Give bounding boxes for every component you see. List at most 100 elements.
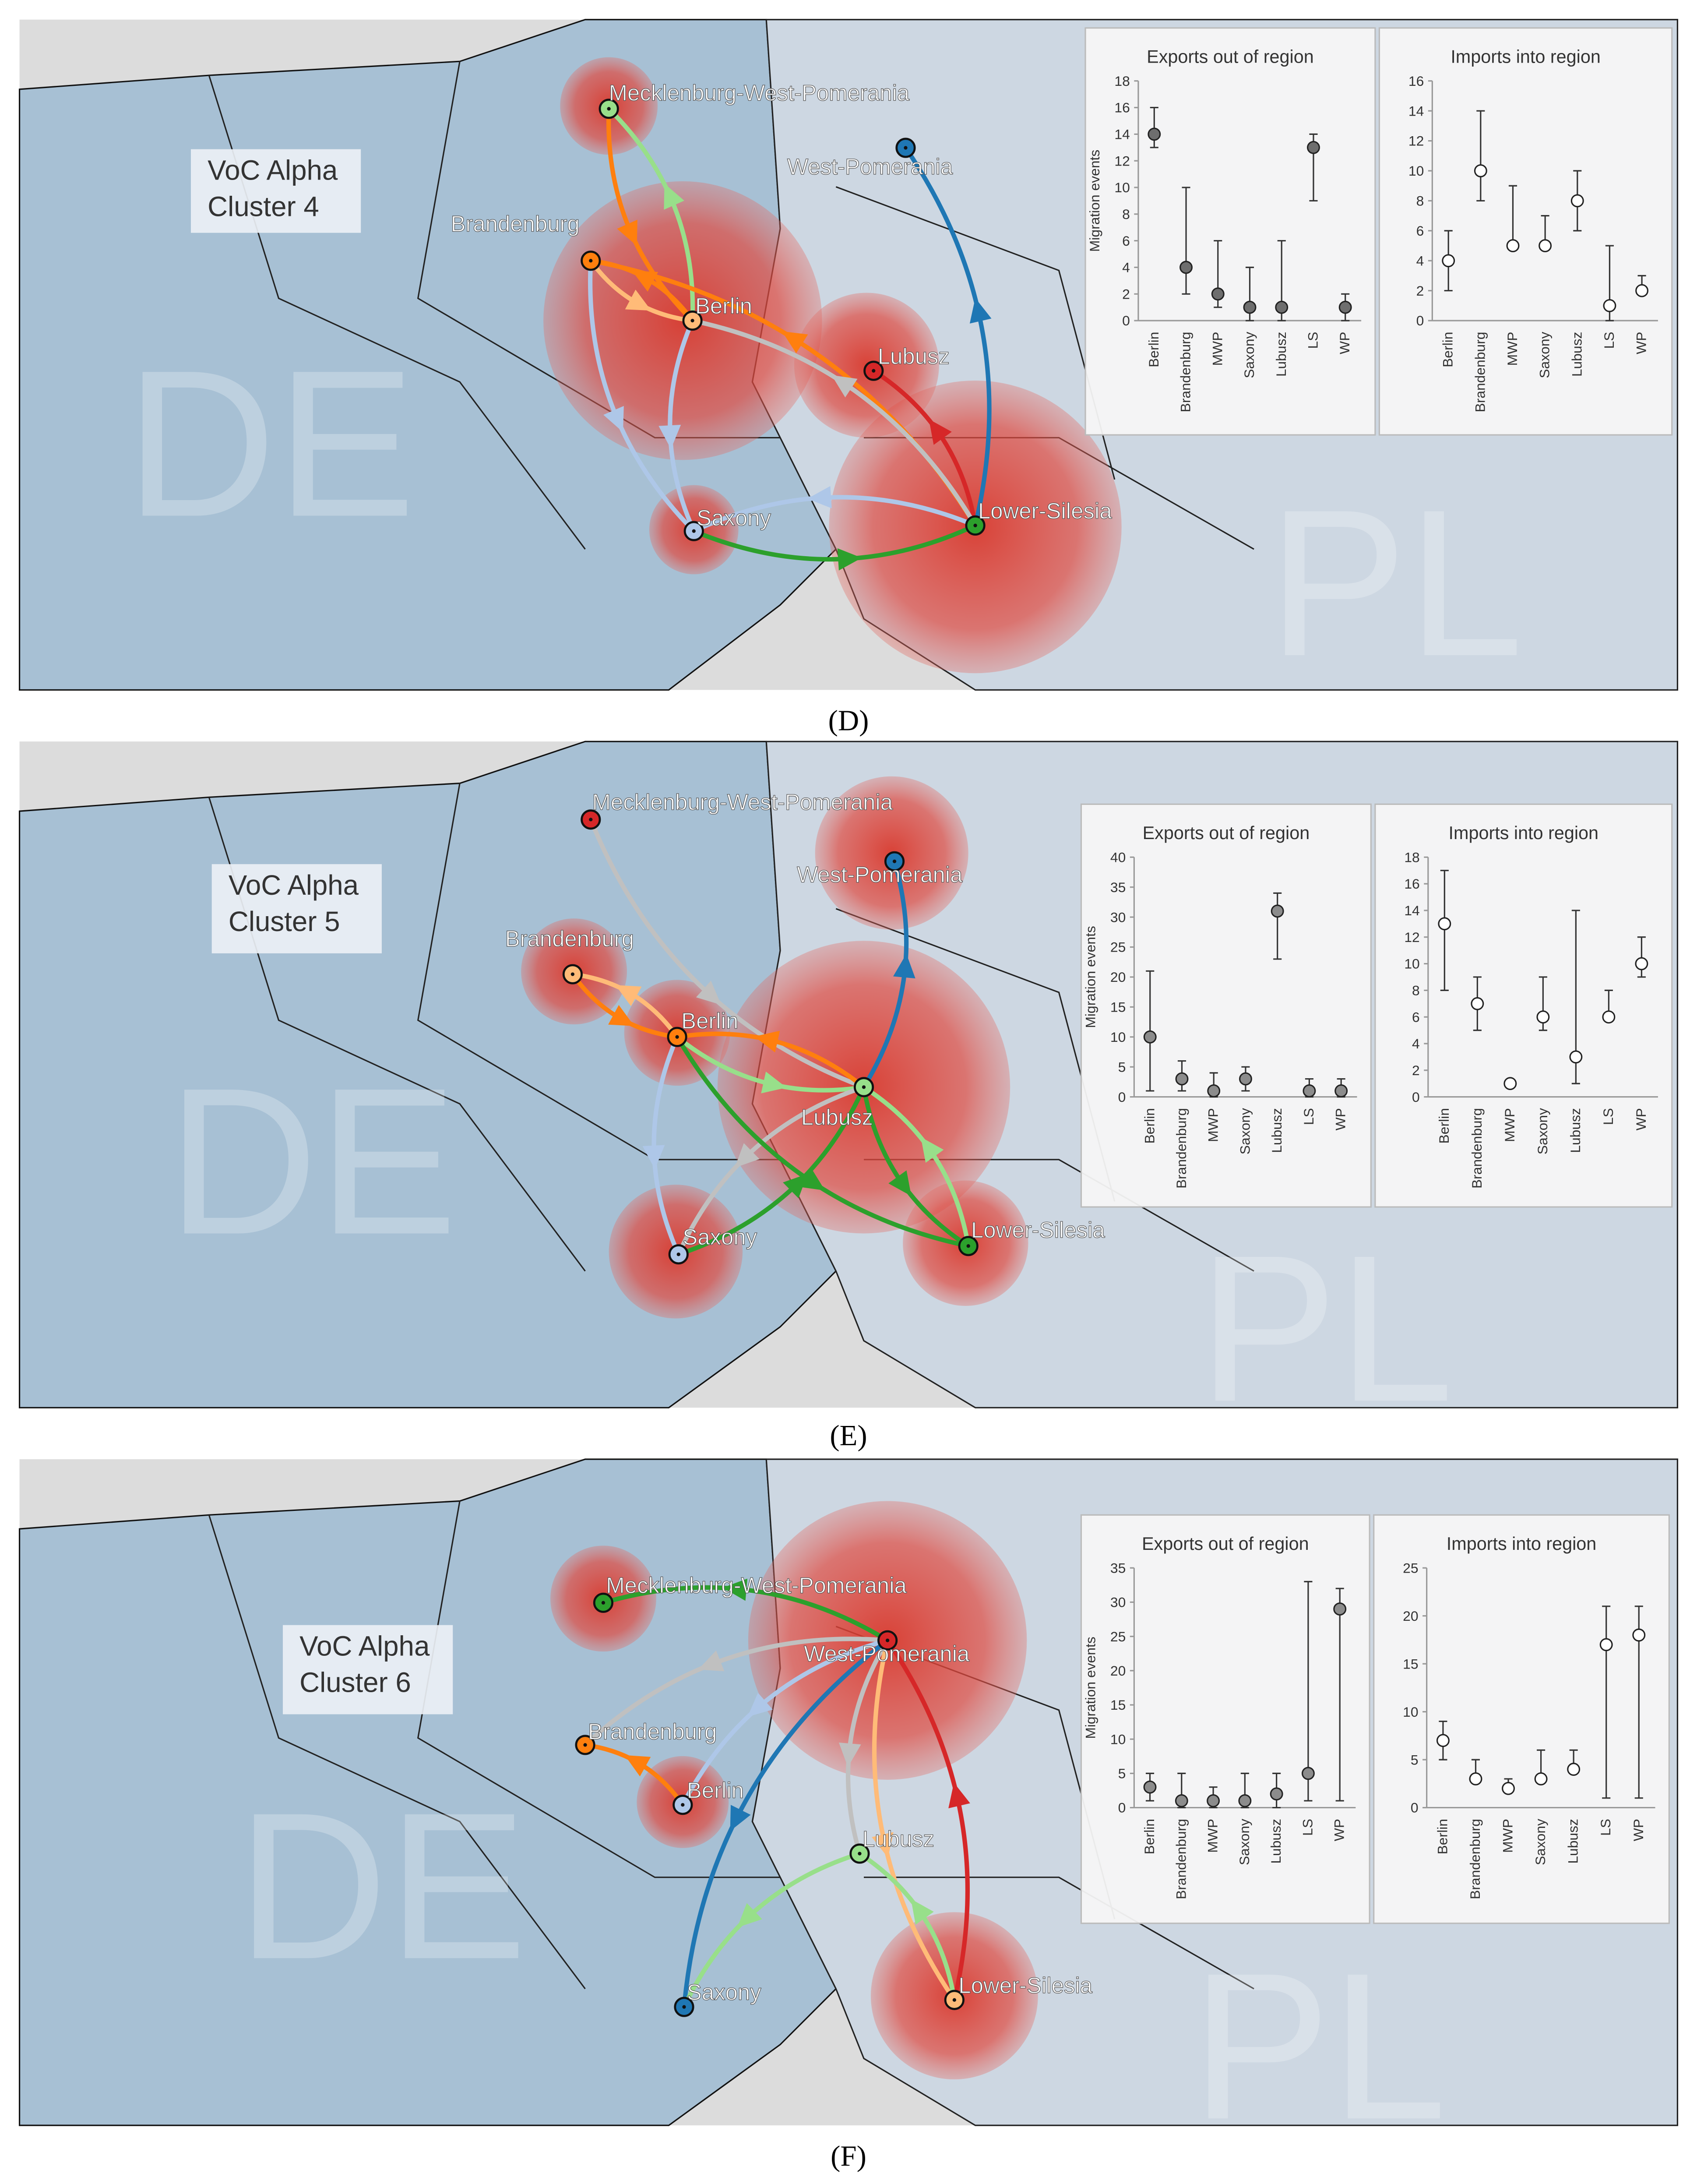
arrow-head [837, 548, 862, 571]
x-tick-label: Saxony [1537, 332, 1553, 378]
country-label: PL [1191, 1930, 1447, 2163]
region-node-dot [589, 259, 593, 263]
x-tick-label: Lubusz [1273, 332, 1289, 377]
region-node-dot [862, 1085, 866, 1089]
arrow-head [872, 1832, 894, 1858]
y-tick-label: 5 [1118, 1059, 1126, 1075]
arrow-head [761, 1071, 787, 1094]
region-borders [208, 1501, 1254, 1990]
x-tick-label: Berlin [1146, 332, 1162, 367]
x-tick-label: Lubusz [1269, 1108, 1285, 1153]
arrow-head [603, 406, 624, 432]
point [1275, 300, 1289, 314]
arrow-head [948, 1782, 970, 1809]
cluster-label: VoC Alpha [299, 1631, 430, 1662]
region-label: Lower-Silesia [958, 1973, 1092, 1998]
cluster-box [283, 1625, 453, 1715]
panel-label: (F) [831, 2140, 866, 2172]
x-tick-label: MWP [1502, 1108, 1517, 1142]
point [1333, 1602, 1347, 1616]
region-node-dot [675, 1035, 679, 1039]
inset-chart: Exports out of region Migration events 0 5 1… [1080, 1514, 1370, 1924]
point [1270, 1787, 1283, 1801]
y-axis-label: Migration events [1087, 150, 1102, 252]
x-tick-label: LS [1301, 1108, 1317, 1125]
arrow-head [617, 219, 637, 246]
x-tick-label: LS [1600, 1108, 1616, 1125]
y-tick-label: 0 [1416, 313, 1424, 328]
region-node-dot [966, 1244, 970, 1248]
region-borders [208, 61, 1254, 550]
x-tick-label: Berlin [1434, 1819, 1450, 1854]
y-tick-label: 0 [1122, 313, 1130, 328]
point [1338, 300, 1352, 314]
x-tick-label: Brandenburg [1472, 332, 1488, 413]
migration-arrow [588, 819, 865, 1090]
panel-label: (D) [828, 705, 869, 737]
region-node-dot [904, 146, 908, 150]
y-tick-label: 5 [1411, 1752, 1419, 1768]
y-tick-label: 20 [1110, 969, 1126, 985]
region-label: Lower-Silesia [971, 1217, 1105, 1242]
x-tick-label: Berlin [1440, 332, 1456, 367]
y-tick-label: 18 [1404, 849, 1419, 865]
region-label: Berlin [695, 293, 752, 318]
region-label: Brandenburg [451, 211, 579, 236]
region-node-dot [681, 1803, 685, 1807]
y-tick-label: 0 [1118, 1800, 1126, 1816]
x-tick-label: MWP [1504, 332, 1520, 366]
x-tick-label: MWP [1205, 1819, 1221, 1853]
x-tick-label: Berlin [1436, 1108, 1452, 1143]
migration-arrow [588, 261, 696, 533]
x-tick-label: Lubusz [1268, 1819, 1284, 1864]
y-tick-label: 8 [1412, 983, 1420, 999]
point [1469, 1772, 1482, 1785]
x-tick-label: Brandenburg [1173, 1108, 1189, 1189]
arrow-head [921, 1137, 944, 1163]
x-tick-label: WP [1634, 332, 1649, 354]
x-tick-label: Lubusz [1569, 332, 1584, 377]
point [1474, 164, 1487, 177]
country-label: DE [167, 1045, 458, 1278]
arrow-head [783, 1174, 808, 1199]
chart-panel [1080, 1514, 1370, 1924]
chart-title: Exports out of region [1147, 46, 1314, 67]
region-label: Lubusz [863, 1827, 934, 1852]
y-tick-label: 16 [1404, 876, 1419, 892]
x-tick-label: Saxony [1532, 1819, 1548, 1865]
y-tick-label: 4 [1122, 260, 1130, 275]
migration-arrow [885, 1639, 970, 2001]
region-node-dot [952, 1998, 956, 2002]
region-node-dot [607, 107, 611, 111]
y-tick-label: 12 [1404, 929, 1419, 945]
y-tick-label: 20 [1403, 1608, 1418, 1624]
point [1635, 957, 1648, 970]
y-tick-label: 0 [1411, 1800, 1419, 1816]
region-node-dot [892, 859, 897, 863]
region-node-dot [690, 318, 694, 323]
region-label: Berlin [687, 1778, 744, 1803]
y-axis-label: Migration events [1082, 1637, 1098, 1739]
point [1148, 127, 1161, 141]
y-tick-label: 25 [1110, 939, 1126, 955]
x-tick-label: MWP [1205, 1108, 1221, 1142]
point [1179, 261, 1193, 274]
inset-chart: Exports out of region Migration events 0 5 1… [1080, 803, 1372, 1208]
migration-arrow [680, 1638, 888, 1806]
migration-arrow [862, 861, 909, 1089]
cluster-label: Cluster 5 [229, 906, 340, 937]
arrow-head [807, 486, 832, 508]
x-tick-label: Brandenburg [1173, 1819, 1189, 1899]
chart-title: Imports into region [1449, 823, 1599, 843]
y-tick-label: 20 [1110, 1663, 1126, 1679]
y-tick-label: 15 [1110, 1697, 1126, 1713]
arrow-head [838, 1743, 861, 1768]
country-label: DE [237, 1769, 527, 2003]
arrow-head [615, 985, 642, 1006]
region-label: Brandenburg [505, 926, 634, 951]
migration-arrow [676, 1085, 865, 1256]
chart-title: Exports out of region [1142, 1534, 1309, 1554]
y-tick-label: 8 [1122, 206, 1130, 222]
inset-chart: Imports into region 0 2 4 6 8 10 12 14 16 18 Berlin… [1374, 803, 1673, 1208]
point [1207, 1084, 1221, 1097]
